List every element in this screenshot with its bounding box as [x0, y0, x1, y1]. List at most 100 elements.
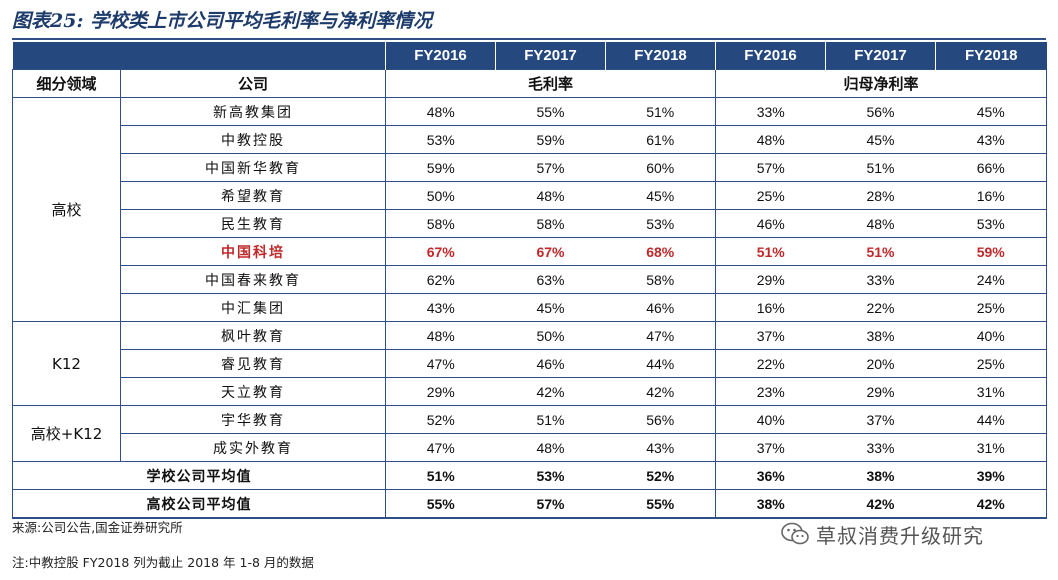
table-row: 民生教育 58% 58% 53% 46% 48% 53% — [13, 209, 1047, 238]
average-value-cell: 39% — [935, 461, 1047, 490]
value-cell: 31% — [935, 377, 1047, 406]
year-header-blank — [12, 42, 386, 70]
company-cell: 睿见教育 — [120, 349, 386, 378]
footnote: 注:中教控股 FY2018 列为截止 2018 年 1-8 月的数据 — [12, 555, 314, 570]
average-label: 学校公司平均值 — [12, 461, 386, 490]
value-cell: 53% — [935, 209, 1047, 238]
value-cell: 46% — [715, 209, 826, 238]
company-cell: 中教控股 — [120, 125, 386, 154]
value-cell: 33% — [825, 265, 936, 294]
value-cell: 58% — [605, 265, 716, 294]
value-cell: 42% — [495, 377, 606, 406]
value-cell: 51% — [495, 405, 606, 434]
value-cell: 47% — [605, 321, 716, 350]
value-cell: 16% — [935, 181, 1047, 210]
value-cell: 45% — [935, 97, 1047, 126]
net-margin-header: 归母净利率 — [715, 69, 1047, 98]
value-cell: 44% — [605, 349, 716, 378]
value-cell: 50% — [385, 181, 496, 210]
average-value-cell: 42% — [825, 489, 936, 519]
segment-cell: 高校+K12 — [12, 405, 121, 462]
value-cell: 37% — [825, 405, 936, 434]
company-cell: 中国春来教育 — [120, 265, 386, 294]
value-cell: 48% — [385, 321, 496, 350]
value-cell: 58% — [385, 209, 496, 238]
year-header-cell: FY2018 — [935, 42, 1047, 70]
year-header-cell: FY2016 — [385, 42, 496, 70]
wechat-icon — [781, 522, 809, 545]
average-row: 高校公司平均值 55% 57% 55% 38% 42% 42% — [12, 489, 1047, 519]
value-cell: 45% — [605, 181, 716, 210]
table-row: 天立教育 29% 42% 42% 23% 29% 31% — [13, 377, 1047, 406]
company-cell: 希望教育 — [120, 181, 386, 210]
value-cell: 59% — [935, 237, 1047, 266]
value-cell: 51% — [825, 237, 936, 266]
average-value-cell: 55% — [385, 489, 496, 519]
company-cell: 新高教集团 — [120, 97, 386, 126]
value-cell: 22% — [715, 349, 826, 378]
value-cell: 29% — [715, 265, 826, 294]
company-cell: 民生教育 — [120, 209, 386, 238]
table-row: 希望教育 50% 48% 45% 25% 28% 16% — [13, 181, 1047, 210]
company-cell: 枫叶教育 — [120, 321, 386, 350]
value-cell: 23% — [715, 377, 826, 406]
company-cell: 中国新华教育 — [120, 153, 386, 182]
value-cell: 66% — [935, 153, 1047, 182]
segment-column-header: 细分领域 — [12, 69, 121, 98]
value-cell: 43% — [935, 125, 1047, 154]
average-value-cell: 57% — [495, 489, 606, 519]
value-cell: 68% — [605, 237, 716, 266]
value-cell: 20% — [825, 349, 936, 378]
year-header-cell: FY2017 — [495, 42, 606, 70]
company-cell: 中国科培 — [120, 237, 386, 266]
table-row: 高校 新高教集团 48% 55% 51% 33% 56% 45% — [12, 97, 1047, 322]
table-row: 中国新华教育 59% 57% 60% 57% 51% 66% — [13, 153, 1047, 182]
source-note: 来源:公司公告,国金证券研究所 — [12, 520, 183, 535]
value-cell: 37% — [715, 321, 826, 350]
title-divider — [12, 38, 1046, 40]
average-value-cell: 42% — [935, 489, 1047, 519]
year-header-cell: FY2017 — [825, 42, 936, 70]
value-cell: 28% — [825, 181, 936, 210]
value-cell: 45% — [825, 125, 936, 154]
value-cell: 58% — [495, 209, 606, 238]
average-value-cell: 55% — [605, 489, 716, 519]
value-cell: 43% — [385, 293, 496, 322]
value-cell: 62% — [385, 265, 496, 294]
value-cell: 16% — [715, 293, 826, 322]
year-header-cell: FY2018 — [605, 42, 716, 70]
average-value-cell: 52% — [605, 461, 716, 490]
value-cell: 53% — [385, 125, 496, 154]
value-cell: 51% — [825, 153, 936, 182]
value-cell: 57% — [715, 153, 826, 182]
value-cell: 56% — [825, 97, 936, 126]
average-value-cell: 53% — [495, 461, 606, 490]
segment-cell: 高校 — [12, 97, 121, 322]
value-cell: 25% — [715, 181, 826, 210]
value-cell: 44% — [935, 405, 1047, 434]
value-cell: 47% — [385, 433, 496, 462]
watermark: 草叔消费升级研究 — [780, 519, 984, 549]
value-cell: 48% — [715, 125, 826, 154]
table-row: 中国春来教育 62% 63% 58% 29% 33% 24% — [13, 265, 1047, 294]
company-cell: 成实外教育 — [120, 433, 386, 462]
value-cell: 25% — [935, 293, 1047, 322]
value-cell: 46% — [605, 293, 716, 322]
figure-title: 图表25: 学校类上市公司平均毛利率与净利率情况 — [12, 10, 433, 32]
value-cell: 42% — [605, 377, 716, 406]
average-label: 高校公司平均值 — [12, 489, 386, 519]
value-cell: 57% — [495, 153, 606, 182]
year-header-row: FY2016 FY2017 FY2018 FY2016 FY2017 FY201… — [12, 42, 1047, 70]
value-cell: 47% — [385, 349, 496, 378]
value-cell: 51% — [715, 237, 826, 266]
gross-margin-header: 毛利率 — [385, 69, 716, 98]
table-row: K12 枫叶教育 48% 50% 47% 37% 38% 40% — [12, 321, 1047, 406]
value-cell: 46% — [495, 349, 606, 378]
value-cell: 33% — [715, 97, 826, 126]
value-cell: 52% — [385, 405, 496, 434]
table-row: 中汇集团 43% 45% 46% 16% 22% 25% — [13, 293, 1047, 322]
company-cell: 中汇集团 — [120, 293, 386, 322]
average-value-cell: 38% — [825, 461, 936, 490]
value-cell: 22% — [825, 293, 936, 322]
average-value-cell: 51% — [385, 461, 496, 490]
